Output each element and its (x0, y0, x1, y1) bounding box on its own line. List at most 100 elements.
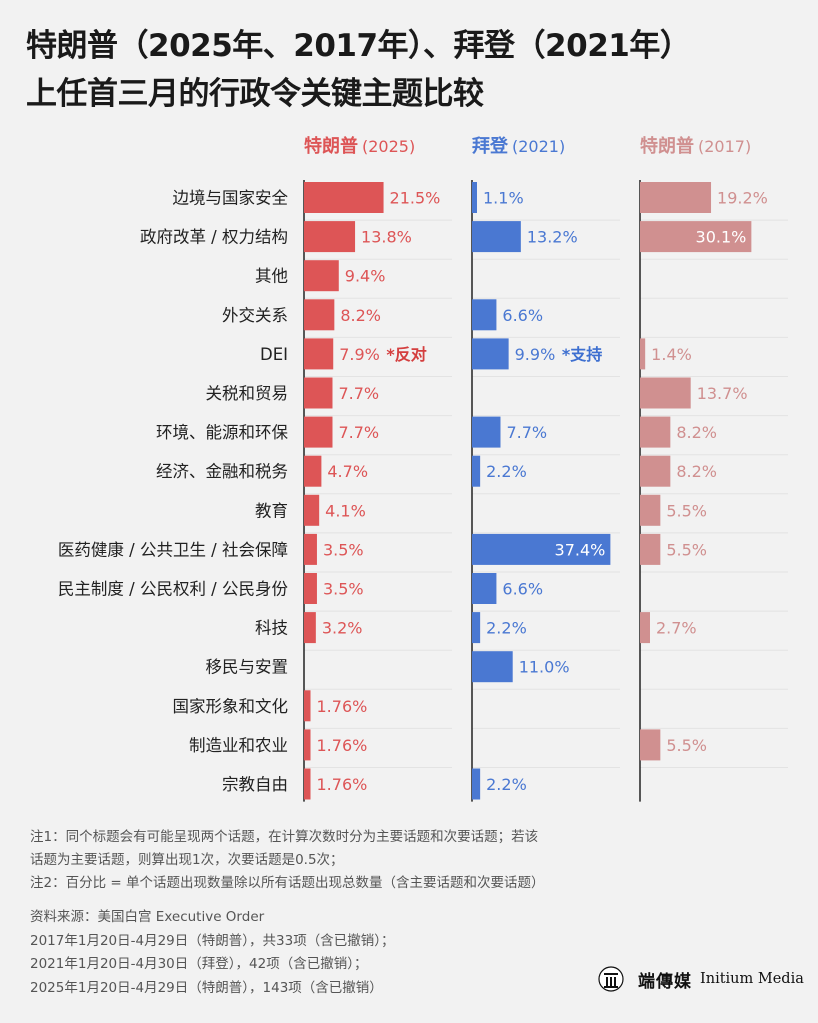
value-label: 8.2% (676, 462, 717, 481)
annotation-label: *反对 (386, 345, 426, 364)
category-label: 移民与安置 (206, 658, 289, 677)
value-label: 13.8% (361, 228, 412, 247)
category-label: 医药健康 / 公共卫生 / 社会保障 (58, 540, 288, 559)
value-label: 1.76% (317, 775, 368, 794)
value-label: 5.5% (666, 540, 707, 559)
bar (472, 182, 477, 213)
bar (304, 416, 333, 448)
logo-name-en: Initium Media (700, 971, 804, 987)
series-header-year: (2017) (698, 137, 751, 156)
value-label: 1.1% (483, 189, 524, 208)
bar (640, 494, 661, 526)
series-header-name: 拜登 (472, 135, 509, 157)
bar (304, 182, 384, 213)
value-label: 1.76% (317, 736, 368, 755)
bar (472, 573, 497, 604)
bar (472, 533, 611, 565)
series-header: 特朗普 (2017) (640, 135, 751, 157)
value-label: 13.2% (527, 228, 578, 247)
value-label: 6.6% (502, 580, 543, 599)
initium-mark-icon (598, 966, 624, 992)
bar (472, 416, 501, 448)
bar (472, 221, 521, 253)
bar (472, 768, 481, 800)
bar (304, 768, 311, 800)
bar (304, 612, 316, 644)
value-label: 11.0% (519, 658, 570, 677)
value-label: 4.1% (325, 501, 366, 520)
value-label: 7.7% (338, 384, 379, 403)
logo-name-cn: 端傳媒 (638, 971, 692, 992)
value-label: 1.76% (317, 697, 368, 716)
value-label: 4.7% (327, 462, 368, 481)
annotation-label: *支持 (562, 345, 602, 364)
value-label: 13.7% (697, 384, 748, 403)
bar (472, 612, 481, 644)
bar (640, 533, 661, 565)
category-label: 边境与国家安全 (173, 189, 289, 208)
value-label: 3.5% (323, 580, 364, 599)
value-label: 3.2% (322, 619, 363, 638)
value-label: 21.5% (390, 189, 441, 208)
category-label: 宗教自由 (222, 775, 288, 794)
bar (640, 221, 752, 253)
bar (304, 260, 339, 292)
value-label: 2.2% (486, 462, 527, 481)
title-line-1: 特朗普（2025年、2017年）、拜登（2021年） (26, 28, 691, 64)
bar (640, 416, 671, 448)
note-line: 注2：百分比 = 单个话题出现数量除以所有话题出现总数量（含主要话题和次要话题） (30, 875, 545, 891)
bar (304, 494, 320, 526)
bar (304, 533, 317, 565)
source-line: 2021年1月20日-4月30日（拜登），42项（含已撤销）； (30, 956, 368, 972)
bar (640, 338, 646, 370)
category-label: 民主制度 / 公民权利 / 公民身份 (58, 580, 289, 599)
category-label: 制造业和农业 (189, 736, 288, 755)
bar (304, 299, 335, 331)
bar (472, 338, 509, 370)
bar (304, 377, 333, 409)
initium-logo: 端傳媒 Initium Media (598, 966, 804, 992)
value-label: 7.7% (506, 423, 547, 442)
series-header: 特朗普 (2025) (304, 135, 415, 157)
bar (640, 455, 671, 487)
value-label: 1.4% (651, 345, 692, 364)
value-label: 3.5% (323, 540, 364, 559)
bar (304, 221, 356, 253)
category-label: 环境、能源和环保 (156, 423, 289, 442)
value-label: 2.2% (486, 775, 527, 794)
category-label: 政府改革 / 权力结构 (140, 228, 288, 247)
bar (472, 299, 497, 331)
chart-title: 特朗普（2025年、2017年）、拜登（2021年） 上任首三月的行政令关键主题… (26, 22, 806, 118)
value-label: 5.5% (666, 501, 707, 520)
value-label: 8.2% (676, 423, 717, 442)
footnotes: 注1：同个标题会有可能呈现两个话题，在计算次数时分为主要话题和次要话题；若该 话… (30, 826, 650, 895)
series-header: 拜登 (2021) (472, 135, 565, 157)
value-label: 2.2% (486, 619, 527, 638)
value-label: 19.2% (717, 189, 768, 208)
value-label: 9.9% (515, 345, 556, 364)
bar (304, 338, 334, 370)
bar (640, 612, 650, 644)
category-label: 科技 (255, 619, 288, 638)
title-line-2: 上任首三月的行政令关键主题比较 (26, 76, 484, 112)
category-label: 其他 (255, 267, 288, 286)
value-label: 30.1% (696, 228, 747, 247)
value-label: 5.5% (666, 736, 707, 755)
source-line: 资料来源：美国白宫 Executive Order (30, 909, 265, 925)
source-line: 2025年1月20日-4月29日（特朗普），143项（含已撤销） (30, 979, 383, 996)
bar (472, 455, 481, 487)
category-label: 教育 (255, 501, 288, 520)
series-header-name: 特朗普 (304, 135, 358, 157)
bar (304, 573, 317, 604)
category-label: 经济、金融和税务 (156, 462, 288, 481)
value-label: 7.7% (338, 423, 379, 442)
bar (472, 651, 513, 683)
value-label: 8.2% (340, 306, 381, 325)
category-label: 国家形象和文化 (173, 697, 289, 716)
note-line: 注1：同个标题会有可能呈现两个话题，在计算次数时分为主要话题和次要话题；若该 (30, 829, 539, 845)
category-label: 外交关系 (222, 306, 288, 325)
bar (640, 182, 712, 213)
value-label: 2.7% (656, 619, 697, 638)
source-line: 2017年1月20日-4月29日（特朗普），共33项（含已撤销）； (30, 932, 395, 949)
